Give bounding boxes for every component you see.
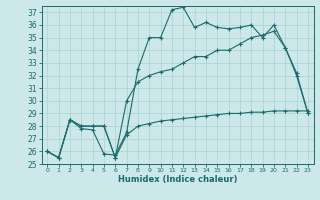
X-axis label: Humidex (Indice chaleur): Humidex (Indice chaleur) [118, 175, 237, 184]
